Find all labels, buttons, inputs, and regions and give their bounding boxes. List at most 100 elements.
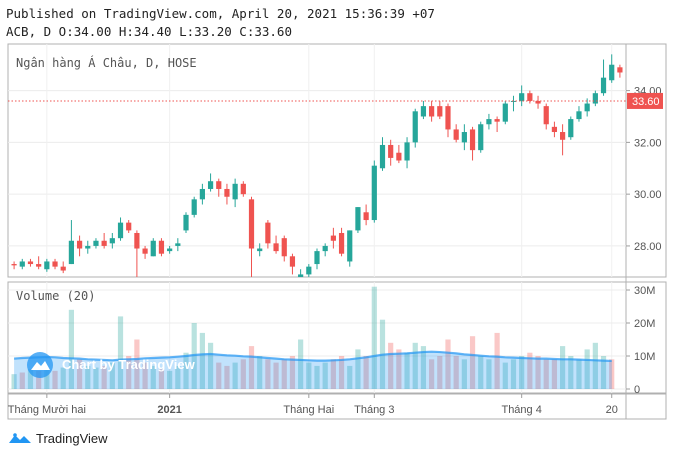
last-price-badge (627, 92, 663, 109)
time-tick-label: 20 (606, 404, 618, 416)
volume-bar (396, 349, 402, 389)
candle-body (543, 106, 549, 125)
volume-bar (560, 346, 566, 389)
candle (281, 235, 287, 262)
volume-bar (27, 369, 34, 389)
candle-body (19, 261, 25, 267)
volume-ma-line (14, 350, 612, 363)
candle-body (478, 124, 484, 151)
candle (592, 90, 598, 107)
volume-tick-label: 30M (634, 285, 655, 297)
candle (44, 258, 50, 272)
candle (126, 220, 132, 233)
price-tick-label: 32.00 (634, 137, 662, 149)
candle (52, 258, 58, 270)
candle (134, 230, 140, 277)
candle-body (224, 188, 230, 197)
volume-bar (158, 369, 165, 389)
candle (355, 207, 361, 233)
candle-body (158, 240, 165, 254)
candle (109, 232, 115, 249)
candle-body (322, 245, 328, 252)
candle (404, 137, 410, 169)
candle (371, 160, 377, 223)
tradingview-logo[interactable]: TradingView (8, 430, 108, 446)
candle-body (298, 274, 304, 277)
time-axis-frame (7, 393, 667, 420)
candle (11, 261, 17, 270)
candle-body (551, 126, 558, 133)
candle-body (175, 243, 181, 246)
candle-body (371, 165, 377, 221)
candle (568, 116, 574, 140)
candle (27, 258, 34, 267)
candle-body (617, 67, 623, 73)
candle (191, 196, 197, 218)
candle-body (52, 261, 58, 267)
candle (445, 103, 451, 138)
volume-bar (273, 362, 279, 389)
candle (461, 124, 467, 151)
volume-bar (453, 356, 459, 389)
candle (560, 124, 566, 156)
volume-bar (281, 359, 287, 389)
candle-body (68, 240, 74, 265)
chart-watermark: Chart by TradingView (27, 352, 196, 378)
candle-body (584, 103, 590, 112)
volume-bar (240, 359, 246, 389)
volume-bar (19, 372, 25, 389)
candle (314, 248, 320, 270)
volume-bar (502, 362, 508, 389)
volume-bar (592, 342, 598, 389)
candle-body (248, 199, 255, 249)
candle (216, 178, 222, 197)
candle (142, 245, 148, 259)
time-tick-label: Tháng 4 (501, 404, 541, 416)
candle (232, 178, 238, 208)
publish-info: Published on TradingView.com, April 20, … (6, 6, 435, 21)
candle (175, 238, 181, 252)
candle-body (257, 248, 263, 252)
volume-bar (486, 359, 492, 389)
volume-bar (216, 362, 222, 389)
candle (543, 103, 549, 130)
candle-body (306, 266, 312, 275)
candle (289, 253, 296, 275)
candle-body (60, 266, 66, 271)
candle-body (150, 240, 156, 257)
volume-bar (207, 342, 214, 389)
candle (584, 98, 590, 117)
volume-bar (36, 370, 42, 389)
volume-bar (199, 332, 205, 389)
candle-body (592, 93, 598, 104)
candle (330, 227, 336, 249)
candle (551, 121, 558, 138)
candle-body (11, 264, 17, 266)
candle (183, 212, 189, 233)
candle (240, 181, 246, 197)
volume-bar (142, 362, 148, 389)
candle-body (420, 106, 427, 117)
candle-body (404, 142, 410, 161)
candle-body (355, 207, 361, 231)
candle-body (388, 144, 394, 158)
volume-bar (388, 342, 394, 389)
volume-bar (420, 346, 427, 389)
volume-bar (224, 365, 230, 389)
candle (265, 220, 271, 249)
candle-body (216, 181, 222, 189)
candle-body (379, 144, 386, 169)
volume-bar (109, 362, 115, 389)
volume-bar (93, 367, 99, 389)
volume-bar (289, 356, 296, 389)
volume-bar (11, 374, 17, 389)
candle-body (535, 100, 541, 104)
candle (150, 238, 156, 257)
volume-bar (609, 359, 615, 389)
candle-body (461, 132, 467, 143)
volume-bar (371, 286, 377, 389)
candle (85, 240, 91, 254)
symbol-title: Ngân hàng Á Châu, D, HOSE (16, 55, 197, 70)
volume-bar (248, 346, 255, 389)
